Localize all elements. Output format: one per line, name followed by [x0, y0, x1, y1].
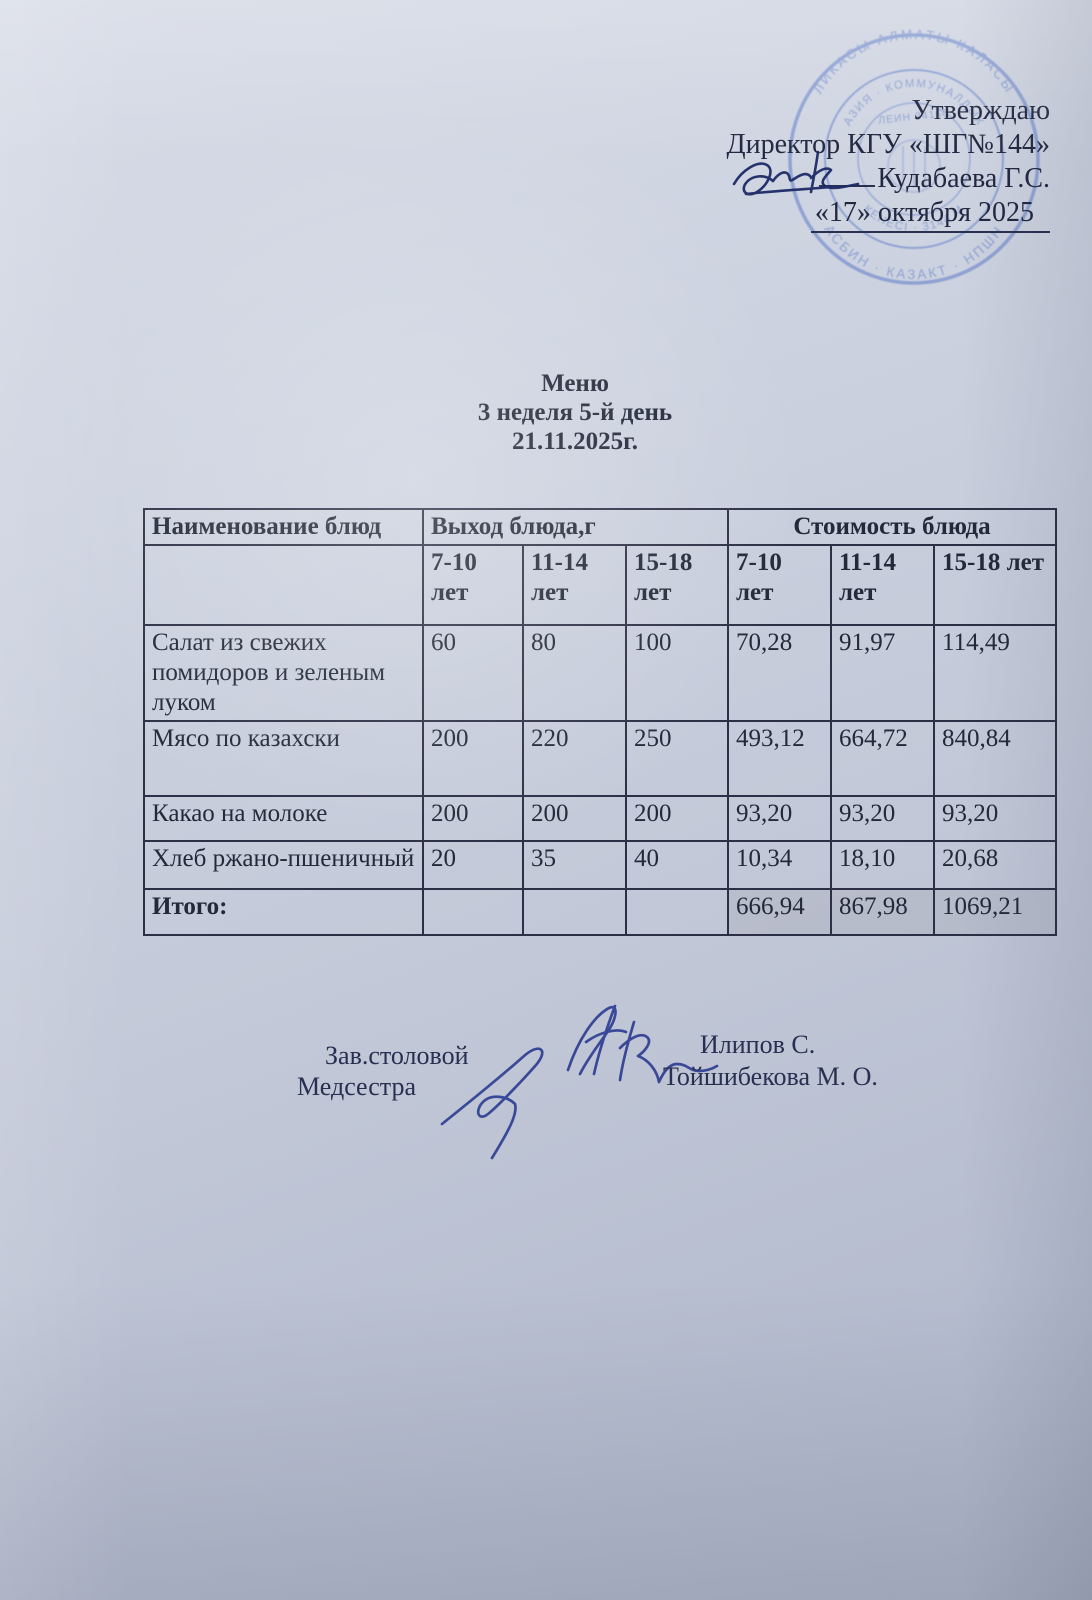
dish-name-cell: Салат из свежих помидоров и зеленым луко… [143, 624, 424, 722]
signer-roles: Зав.столовой Медсестра [297, 1040, 469, 1102]
portion-cell: 20 [422, 840, 524, 890]
table-row: Мясо по казахски 200 220 250 493,12 664,… [143, 720, 1058, 797]
age-header: 11-14 лет [830, 544, 935, 626]
menu-title: Меню [541, 370, 609, 397]
total-label-cell: Итого: [143, 888, 424, 936]
portion-cell: 40 [625, 840, 729, 890]
menu-table: Наименование блюд Выход блюда,г Стоимост… [143, 508, 1058, 936]
approval-block: Утверждаю Директор КГУ «ШГ№144» Кудабаев… [727, 94, 1050, 233]
approval-date-line: «17» октября 2025 [727, 196, 1050, 233]
cost-cell: 493,12 [727, 720, 832, 797]
header-output-group: Выход блюда,г [422, 508, 729, 546]
table-row: Салат из свежих помидоров и зеленым луко… [143, 624, 1058, 722]
staff-signature-ink [440, 1004, 719, 1160]
dish-name-cell: Мясо по казахски [143, 720, 424, 797]
director-name: Кудабаева Г.С. [877, 163, 1050, 194]
name-ilipov: Илипов С. [700, 1030, 816, 1059]
table-row: Какао на молоке 200 200 200 93,20 93,20 … [143, 795, 1058, 842]
age-header: 11-14 лет [522, 544, 627, 626]
cost-cell: 18,10 [830, 840, 935, 890]
dish-name-cell: Какао на молоке [143, 795, 424, 842]
empty-cell [625, 888, 729, 936]
age-header: 15-18 лет [625, 544, 729, 626]
cost-cell: 114,49 [932, 624, 1058, 722]
portion-cell: 220 [522, 720, 627, 797]
role-nurse: Медсестра [297, 1072, 417, 1101]
header-cost-group: Стоимость блюда [726, 508, 1058, 546]
age-header: 7-10 лет [727, 544, 832, 626]
menu-date: 21.11.2025г. [512, 428, 638, 455]
table-subheader-row: 7-10 лет 11-14 лет 15-18 лет 7-10 лет 11… [143, 544, 1058, 626]
menu-week-day: 3 неделя 5-й день [477, 399, 673, 426]
cost-cell: 664,72 [830, 720, 935, 797]
portion-cell: 100 [625, 624, 729, 722]
table-header-row: Наименование блюд Выход блюда,г Стоимост… [143, 508, 1058, 546]
portion-cell: 200 [522, 795, 627, 842]
director-line: Директор КГУ «ШГ№144» [726, 129, 1050, 160]
portion-cell: 250 [625, 720, 729, 797]
header-dish-name: Наименование блюд [143, 508, 424, 546]
empty-cell [143, 544, 424, 626]
portion-cell: 200 [625, 795, 729, 842]
cost-cell: 93,20 [727, 795, 832, 842]
portion-cell: 200 [422, 720, 524, 797]
signature-name-line: Кудабаева Г.С. [727, 162, 1050, 196]
cost-cell: 91,97 [830, 624, 935, 722]
cost-cell: 70,28 [727, 624, 832, 722]
cost-cell: 10,34 [727, 840, 832, 890]
portion-cell: 200 [422, 795, 524, 842]
total-cost-cell: 666,94 [727, 888, 832, 936]
portion-cell: 80 [522, 624, 627, 722]
cost-cell: 93,20 [932, 795, 1058, 842]
approval-date: «17» октября 2025 [810, 196, 1050, 233]
table-total-row: Итого: 666,94 867,98 1069,21 [143, 888, 1058, 936]
portion-cell: 35 [522, 840, 627, 890]
portion-cell: 60 [422, 624, 524, 722]
total-cost-cell: 1069,21 [932, 888, 1058, 936]
cost-cell: 20,68 [932, 840, 1058, 890]
table-row: Хлеб ржано-пшеничный 20 35 40 10,34 18,1… [143, 840, 1058, 890]
age-header: 15-18 лет [932, 544, 1058, 626]
name-toishibekova: Тойшибекова М. О. [663, 1062, 878, 1091]
cost-cell: 93,20 [830, 795, 935, 842]
signer-names: Илипов С. Тойшибекова М. О. [663, 1029, 878, 1093]
age-header: 7-10 лет [422, 544, 524, 626]
director-signature-ink [732, 150, 860, 196]
total-cost-cell: 867,98 [830, 888, 935, 936]
dish-name-cell: Хлеб ржано-пшеничный [143, 840, 424, 890]
cost-cell: 840,84 [932, 720, 1058, 797]
role-canteen-manager: Зав.столовой [325, 1041, 469, 1070]
approval-word: Утверждаю [911, 95, 1050, 126]
empty-cell [422, 888, 524, 936]
menu-title-block: Меню 3 неделя 5-й день 21.11.2025г. [58, 369, 1092, 456]
empty-cell [522, 888, 627, 936]
